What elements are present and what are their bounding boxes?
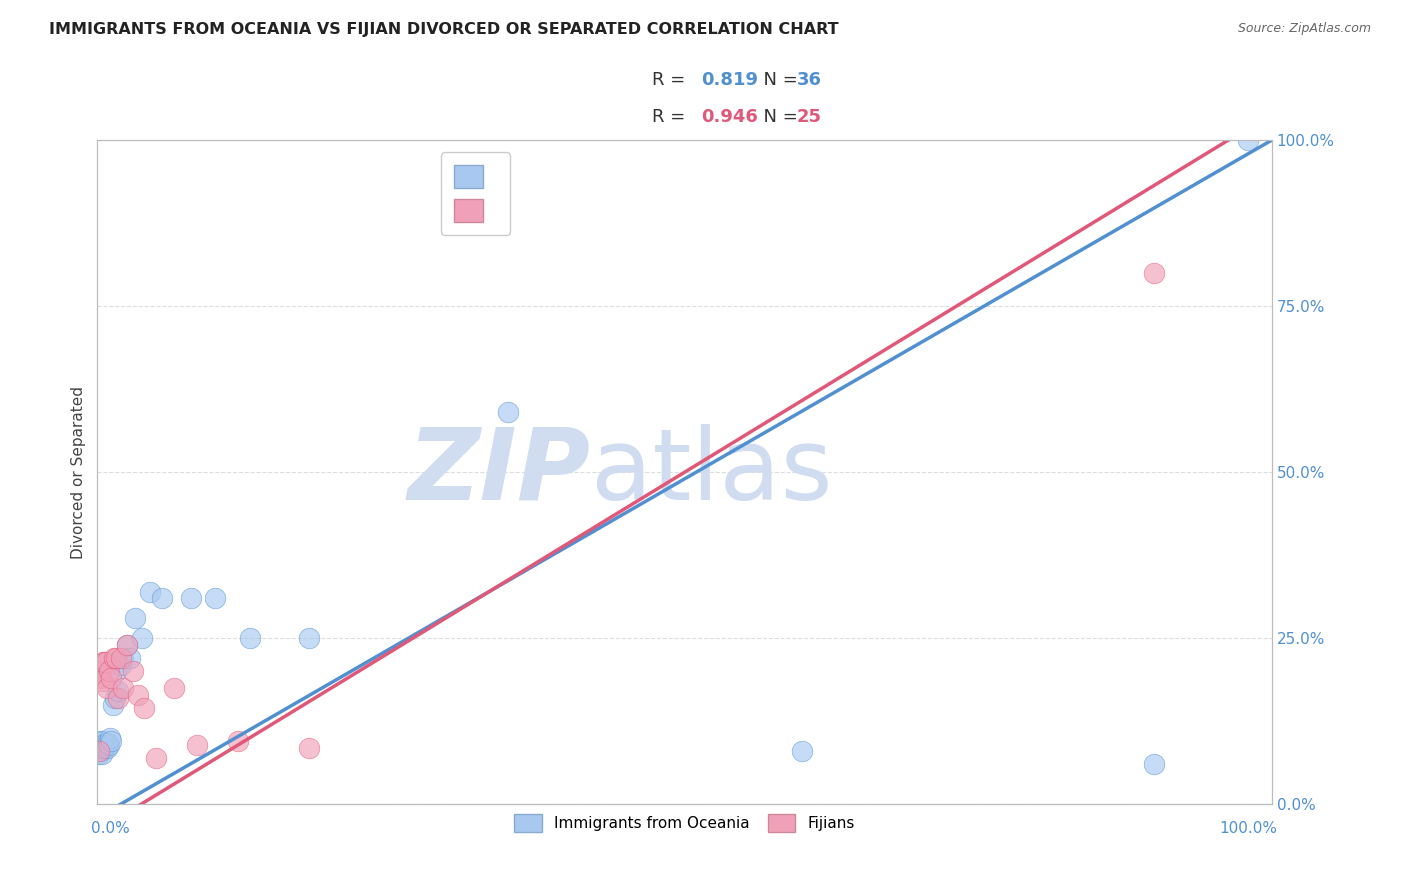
- Point: [115, 638, 138, 652]
- Text: Source: ZipAtlas.com: Source: ZipAtlas.com: [1237, 22, 1371, 36]
- Point: [127, 688, 149, 702]
- Point: [105, 651, 128, 665]
- Point: [145, 751, 167, 765]
- Text: 100.0%: 100.0%: [1220, 821, 1278, 836]
- Point: [89, 744, 111, 758]
- Point: [98, 738, 121, 752]
- Y-axis label: Divorced or Separated: Divorced or Separated: [72, 385, 86, 558]
- Point: [110, 651, 132, 665]
- Point: [115, 638, 138, 652]
- Point: [298, 632, 321, 646]
- Point: [94, 655, 117, 669]
- Point: [90, 671, 112, 685]
- Text: R =: R =: [652, 70, 690, 88]
- Point: [91, 738, 114, 752]
- Text: IMMIGRANTS FROM OCEANIA VS FIJIAN DIVORCED OR SEPARATED CORRELATION CHART: IMMIGRANTS FROM OCEANIA VS FIJIAN DIVORC…: [49, 22, 839, 37]
- Point: [1143, 757, 1166, 772]
- Text: N =: N =: [752, 70, 803, 88]
- Point: [97, 736, 120, 750]
- Point: [96, 740, 118, 755]
- Point: [112, 651, 135, 665]
- Point: [93, 740, 115, 755]
- Point: [204, 591, 226, 606]
- Point: [790, 744, 813, 758]
- Point: [139, 584, 162, 599]
- Point: [96, 681, 118, 695]
- Point: [226, 734, 249, 748]
- Point: [110, 657, 132, 672]
- Text: R =: R =: [652, 108, 690, 126]
- Text: 36: 36: [796, 70, 821, 88]
- Point: [186, 738, 208, 752]
- Point: [298, 740, 321, 755]
- Text: 25: 25: [796, 108, 821, 126]
- Point: [89, 665, 111, 679]
- Text: N =: N =: [752, 108, 803, 126]
- Point: [100, 671, 122, 685]
- Point: [1143, 266, 1166, 280]
- Point: [90, 738, 112, 752]
- Point: [121, 665, 143, 679]
- Point: [1237, 133, 1260, 147]
- Point: [101, 698, 124, 712]
- Text: 0.0%: 0.0%: [91, 821, 131, 836]
- Point: [91, 740, 114, 755]
- Point: [91, 747, 114, 762]
- Point: [87, 744, 110, 758]
- Point: [104, 691, 127, 706]
- Point: [163, 681, 186, 695]
- Point: [150, 591, 173, 606]
- Text: atlas: atlas: [591, 424, 832, 521]
- Point: [239, 632, 262, 646]
- Point: [120, 651, 142, 665]
- Point: [103, 651, 125, 665]
- Text: 0.946: 0.946: [702, 108, 758, 126]
- Point: [91, 674, 114, 689]
- Text: 0.819: 0.819: [702, 70, 758, 88]
- Point: [107, 691, 129, 706]
- Point: [134, 701, 156, 715]
- Point: [94, 736, 117, 750]
- Point: [89, 740, 111, 755]
- Point: [90, 734, 112, 748]
- Point: [91, 655, 114, 669]
- Point: [98, 665, 121, 679]
- Point: [498, 405, 520, 419]
- Point: [93, 655, 115, 669]
- Point: [131, 632, 153, 646]
- Point: [91, 734, 114, 748]
- Text: ZIP: ZIP: [408, 424, 591, 521]
- Point: [87, 747, 110, 762]
- Point: [107, 684, 129, 698]
- Legend: Immigrants from Oceania, Fijians: Immigrants from Oceania, Fijians: [506, 806, 863, 840]
- Point: [124, 611, 146, 625]
- Point: [100, 734, 122, 748]
- Point: [112, 681, 135, 695]
- Point: [98, 731, 121, 745]
- Point: [180, 591, 202, 606]
- Point: [105, 665, 128, 679]
